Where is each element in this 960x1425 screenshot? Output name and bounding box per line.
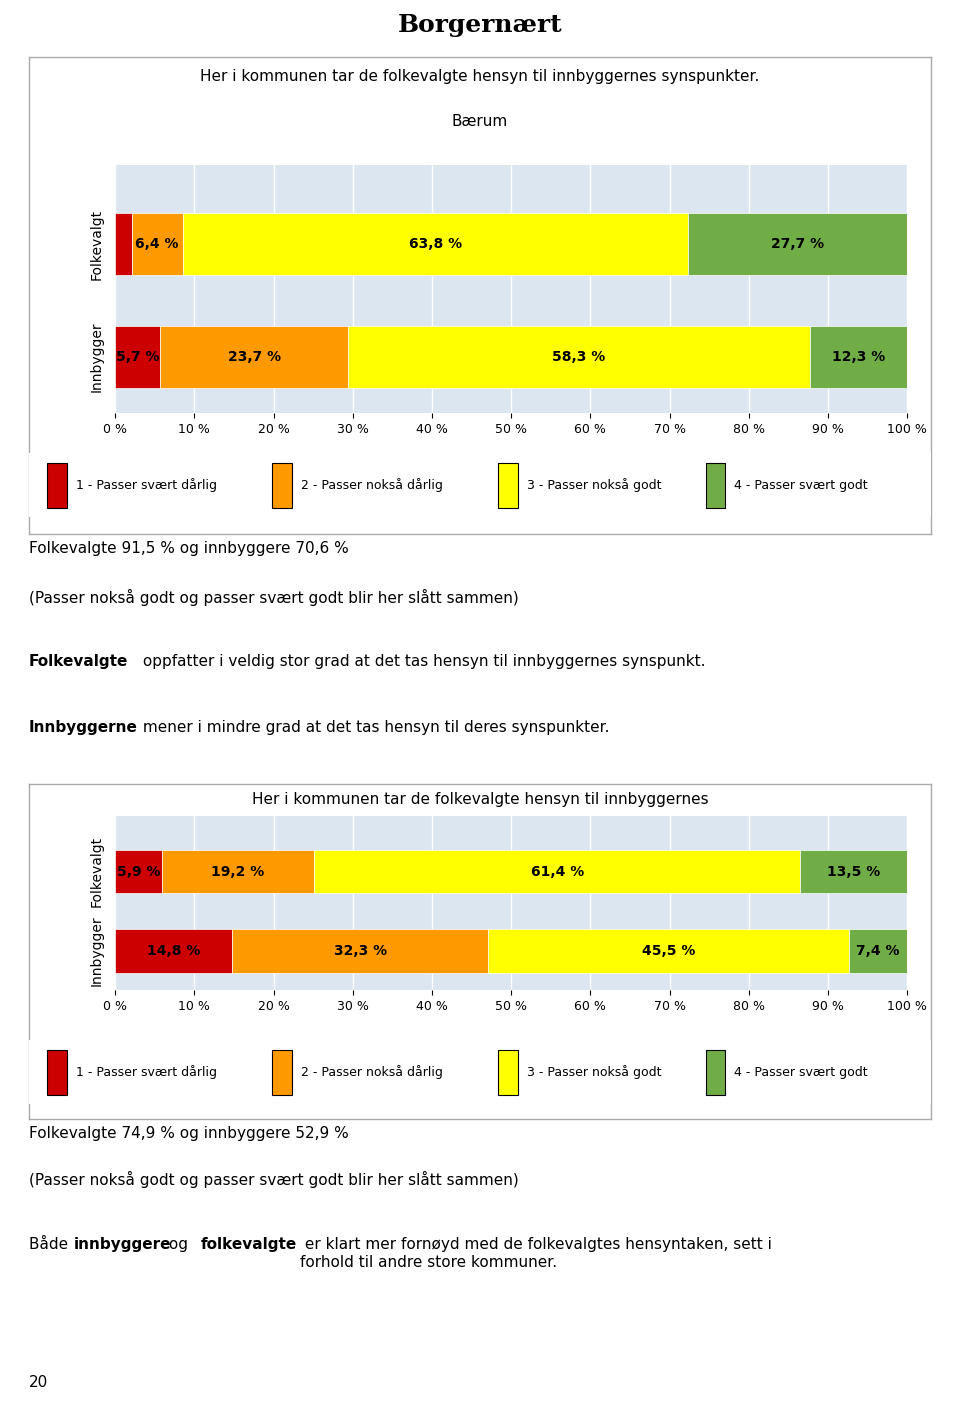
Text: 32,3 %: 32,3 % <box>334 943 387 958</box>
Bar <box>489 929 849 973</box>
Bar <box>801 849 907 893</box>
Bar <box>115 849 162 893</box>
Bar <box>162 849 314 893</box>
Bar <box>115 929 232 973</box>
Text: 45,5 %: 45,5 % <box>641 943 695 958</box>
FancyBboxPatch shape <box>498 463 517 507</box>
Text: innbyggere: innbyggere <box>74 1237 172 1253</box>
FancyBboxPatch shape <box>47 1050 66 1094</box>
Text: oppfatter i veldig stor grad at det tas hensyn til innbyggernes synspunkt.: oppfatter i veldig stor grad at det tas … <box>138 654 706 670</box>
Text: 4 - Passer svært godt: 4 - Passer svært godt <box>734 479 868 492</box>
Text: 7,4 %: 7,4 % <box>856 943 900 958</box>
Text: 14,8 %: 14,8 % <box>147 943 201 958</box>
Text: 13,5 %: 13,5 % <box>828 865 880 879</box>
Text: 1 - Passer svært dårlig: 1 - Passer svært dårlig <box>76 1066 217 1079</box>
Bar <box>849 929 907 973</box>
Bar <box>232 929 489 973</box>
Text: Her i kommunen tar de folkevalgte hensyn til innbyggernes: Her i kommunen tar de folkevalgte hensyn… <box>252 792 708 807</box>
Text: er klart mer fornøyd med de folkevalgtes hensyntaken, sett i
forhold til andre s: er klart mer fornøyd med de folkevalgtes… <box>300 1237 772 1270</box>
Text: Bærum: Bærum <box>452 114 508 130</box>
Bar <box>160 326 348 388</box>
Text: Både: Både <box>29 1237 73 1253</box>
Text: Folkevalgte 74,9 % og innbyggere 52,9 %: Folkevalgte 74,9 % og innbyggere 52,9 % <box>29 1126 348 1141</box>
Text: 2 - Passer nokså dårlig: 2 - Passer nokså dårlig <box>301 479 444 492</box>
Text: Her i kommunen tar de folkevalgte hensyn til innbyggernes synspunkter.: Her i kommunen tar de folkevalgte hensyn… <box>201 68 759 84</box>
Text: Borgernært: Borgernært <box>397 13 563 37</box>
Text: Folkevalgte 91,5 % og innbyggere 70,6 %: Folkevalgte 91,5 % og innbyggere 70,6 % <box>29 542 348 557</box>
Text: 12,3 %: 12,3 % <box>832 349 885 363</box>
Text: synspunkter. Store kommuner: synspunkter. Store kommuner <box>365 838 595 852</box>
Text: 6,4 %: 6,4 % <box>135 237 179 251</box>
Bar <box>810 326 907 388</box>
FancyBboxPatch shape <box>498 1050 517 1094</box>
Text: 23,7 %: 23,7 % <box>228 349 280 363</box>
Text: 3 - Passer nokså godt: 3 - Passer nokså godt <box>527 479 661 492</box>
Text: Folkevalgte: Folkevalgte <box>29 654 129 670</box>
FancyBboxPatch shape <box>706 1050 726 1094</box>
Bar <box>115 326 160 388</box>
Bar <box>115 212 132 275</box>
Bar <box>182 212 687 275</box>
Text: 20: 20 <box>29 1375 48 1389</box>
FancyBboxPatch shape <box>273 463 292 507</box>
Text: (Passer nokså godt og passer svært godt blir her slått sammen): (Passer nokså godt og passer svært godt … <box>29 1171 518 1188</box>
Bar <box>348 326 810 388</box>
FancyBboxPatch shape <box>47 463 66 507</box>
Bar <box>687 212 907 275</box>
Text: 58,3 %: 58,3 % <box>552 349 606 363</box>
Text: 3 - Passer nokså godt: 3 - Passer nokså godt <box>527 1066 661 1079</box>
Text: 63,8 %: 63,8 % <box>409 237 462 251</box>
Text: 5,7 %: 5,7 % <box>116 349 159 363</box>
FancyBboxPatch shape <box>273 1050 292 1094</box>
Text: 4 - Passer svært godt: 4 - Passer svært godt <box>734 1066 868 1079</box>
Text: 5,9 %: 5,9 % <box>117 865 160 879</box>
Text: mener i mindre grad at det tas hensyn til deres synspunkter.: mener i mindre grad at det tas hensyn ti… <box>138 720 610 735</box>
Text: 61,4 %: 61,4 % <box>531 865 584 879</box>
Text: Innbyggerne: Innbyggerne <box>29 720 137 735</box>
Bar <box>132 212 182 275</box>
Bar <box>314 849 801 893</box>
Text: folkevalgte: folkevalgte <box>201 1237 297 1253</box>
Text: 19,2 %: 19,2 % <box>211 865 265 879</box>
Text: 2 - Passer nokså dårlig: 2 - Passer nokså dårlig <box>301 1066 444 1079</box>
Text: og: og <box>164 1237 193 1253</box>
Text: (Passer nokså godt og passer svært godt blir her slått sammen): (Passer nokså godt og passer svært godt … <box>29 589 518 606</box>
Text: 1 - Passer svært dårlig: 1 - Passer svært dårlig <box>76 479 217 492</box>
Text: 27,7 %: 27,7 % <box>771 237 824 251</box>
FancyBboxPatch shape <box>706 463 726 507</box>
